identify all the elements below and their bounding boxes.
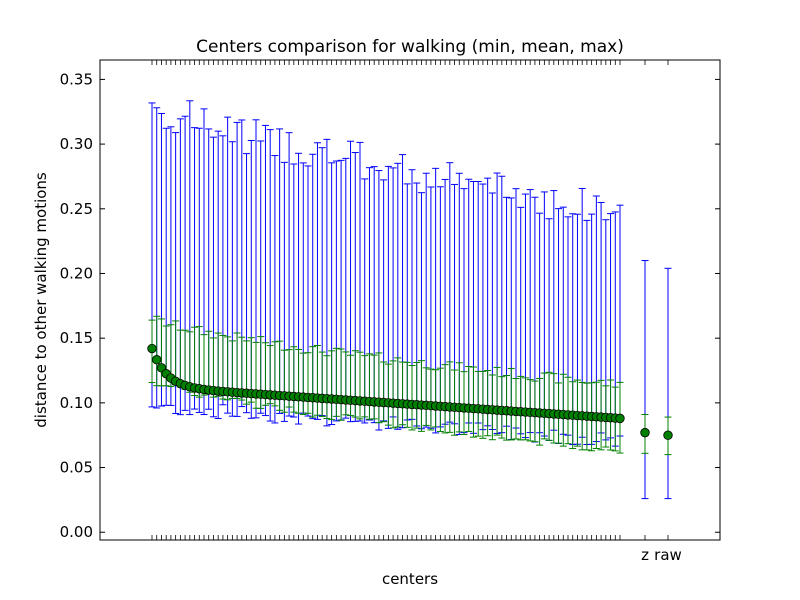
- green-error-bar: [351, 350, 359, 418]
- green-error-bar: [214, 332, 222, 397]
- y-tick-label: 0.10: [60, 394, 93, 412]
- y-axis: 0.00 0.05 0.10 0.15 0.20 0.25 0.30 0.35: [60, 70, 720, 541]
- y-tick-label: 0.30: [60, 135, 93, 153]
- y-tick-label: 0.25: [60, 200, 93, 218]
- green-error-bar: [484, 369, 492, 437]
- green-error-bar: [422, 367, 430, 426]
- green-error-bar: [427, 368, 435, 431]
- x-tick-label-raw: raw: [654, 546, 682, 564]
- green-error-bar: [460, 371, 468, 436]
- mean-marker: [615, 413, 625, 424]
- green-error-bar: [507, 367, 515, 441]
- green-error-bar: [361, 355, 369, 418]
- green-error-bar: [384, 363, 392, 426]
- green-error-bar: [394, 357, 402, 428]
- green-error-bar: [304, 352, 312, 414]
- plot-area: [147, 100, 673, 500]
- green-error-bar: [441, 364, 449, 434]
- green-error-bar: [328, 350, 336, 421]
- green-error-bar: [389, 360, 397, 429]
- y-tick-label: 0.20: [60, 264, 93, 282]
- green-error-bar: [370, 354, 378, 420]
- green-error-bar: [356, 351, 364, 420]
- y-tick-label: 0.05: [60, 459, 93, 477]
- green-error-bar: [408, 365, 416, 431]
- green-error-bar: [545, 371, 553, 441]
- green-error-bar: [380, 361, 388, 423]
- y-tick-label: 0.00: [60, 523, 93, 541]
- extra-blue-error-bar: [641, 260, 649, 500]
- green-error-bar: [347, 354, 355, 417]
- y-tick-label: 0.15: [60, 329, 93, 347]
- mean-marker: [152, 355, 162, 365]
- green-error-bar: [332, 347, 340, 417]
- green-error-bar: [465, 366, 473, 432]
- green-error-bar: [337, 348, 345, 421]
- x-tick-label-z: z: [641, 546, 649, 564]
- chart-title: Centers comparison for walking (min, mea…: [196, 37, 624, 57]
- green-error-bar: [290, 346, 298, 413]
- y-axis-label: distance to other walking motions: [32, 172, 50, 428]
- green-error-bar: [413, 362, 421, 429]
- x-axis: z raw: [151, 60, 682, 564]
- extra-mean-marker: [640, 427, 650, 438]
- mean-marker: [147, 343, 157, 354]
- green-error-bar: [318, 351, 326, 417]
- green-error-bar: [280, 349, 288, 413]
- green-error-bar: [540, 372, 548, 440]
- green-error-bar: [309, 346, 317, 418]
- green-error-bar: [375, 352, 383, 424]
- extra-mean-marker: [663, 430, 673, 440]
- green-error-bar: [403, 361, 411, 428]
- extra-blue-error-bar: [664, 267, 672, 500]
- axes-frame: [99, 59, 721, 541]
- green-error-bar: [493, 366, 501, 436]
- y-tick-label: 0.35: [60, 70, 93, 88]
- green-error-bar: [455, 362, 463, 433]
- green-error-bar: [323, 355, 331, 420]
- green-error-bar: [469, 366, 477, 438]
- x-axis-label: centers: [382, 570, 438, 588]
- green-error-bar: [233, 332, 241, 399]
- green-error-bar: [436, 367, 444, 432]
- green-error-bar: [446, 361, 454, 433]
- green-error-bar: [417, 360, 425, 432]
